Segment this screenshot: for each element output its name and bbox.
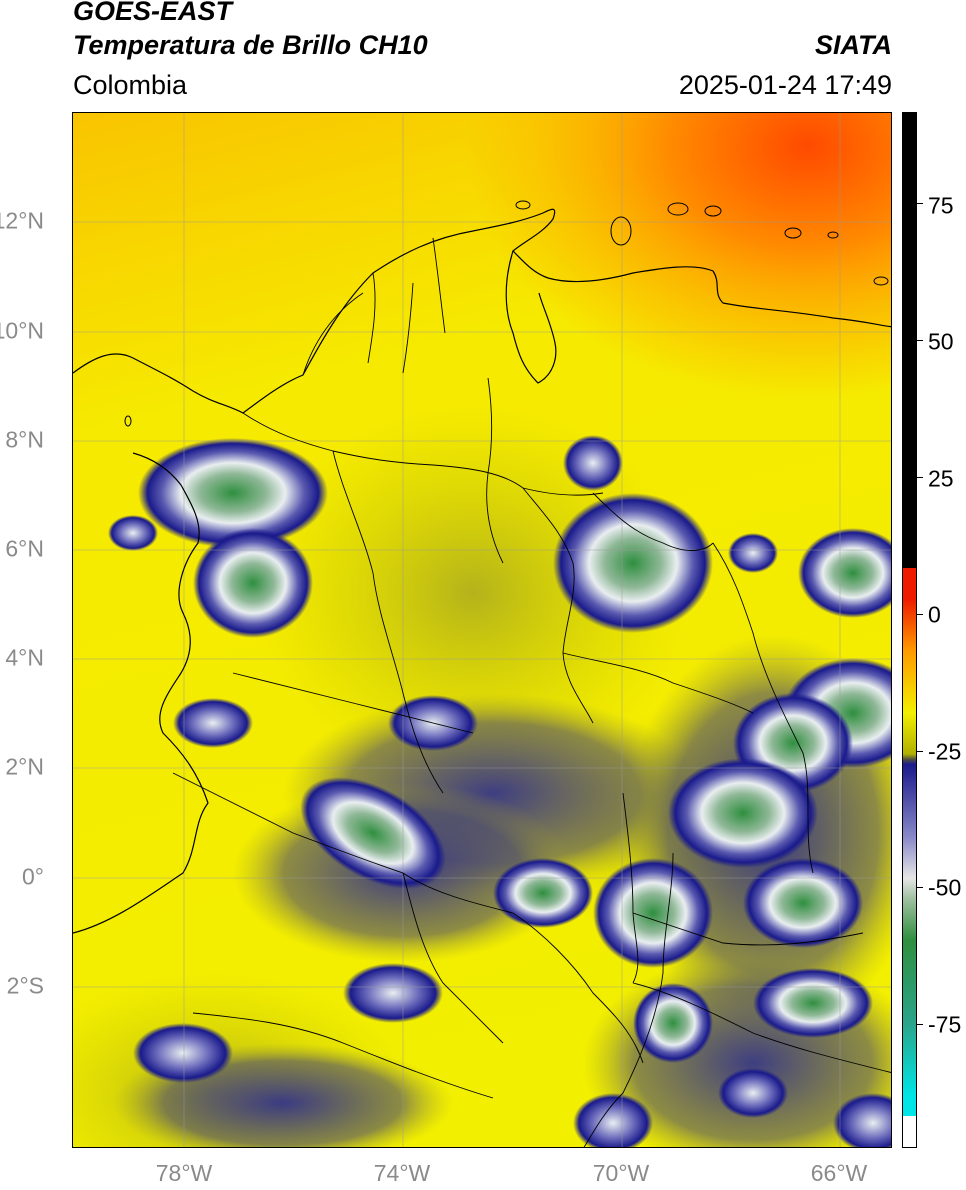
colorbar-label-25: 25	[928, 465, 954, 492]
lat-label-12n: 12°N	[0, 207, 44, 234]
map-canvas	[73, 113, 891, 1147]
lat-label-10n: 10°N	[0, 317, 44, 344]
map-subtitle: Temperatura de Brillo CH10	[73, 30, 428, 60]
lat-label-2s: 2°S	[6, 972, 44, 999]
map-title: GOES-EAST	[73, 0, 233, 26]
lat-label-0: 0°	[22, 863, 44, 890]
colorbar-tick	[917, 887, 923, 888]
lon-label-66w: 66°W	[810, 1160, 868, 1186]
admin-borders	[172, 237, 891, 1147]
colorbar-tick	[917, 751, 923, 752]
colorbar-label-75: 75	[928, 192, 954, 219]
colorbar-label-0: 0	[928, 601, 941, 628]
lat-label-8n: 8°N	[5, 426, 44, 453]
organization-label: SIATA	[815, 30, 892, 60]
timestamp-label: 2025-01-24 17:49	[678, 70, 892, 100]
colorbar-label-minus25: -25	[928, 738, 962, 765]
colorbar-label-minus50: -50	[928, 874, 962, 901]
lat-label-6n: 6°N	[5, 535, 44, 562]
satellite-map	[72, 112, 892, 1148]
colorbar-label-minus75: -75	[928, 1011, 962, 1038]
colorbar-tick	[917, 340, 923, 341]
colorbar	[902, 112, 917, 1148]
lon-label-74w: 74°W	[373, 1160, 431, 1186]
colorbar-label-50: 50	[928, 328, 954, 355]
region-label: Colombia	[73, 70, 188, 100]
lat-label-4n: 4°N	[5, 644, 44, 671]
colorbar-tick	[917, 477, 923, 478]
colorbar-tick	[917, 203, 923, 204]
gridlines	[73, 113, 891, 1147]
lon-label-78w: 78°W	[155, 1160, 213, 1186]
coastlines	[73, 208, 891, 934]
lat-label-2n: 2°N	[5, 753, 44, 780]
colorbar-tick	[917, 614, 923, 615]
lon-label-70w: 70°W	[592, 1160, 650, 1186]
colorbar-tick	[917, 1024, 923, 1025]
islands	[124, 200, 889, 427]
